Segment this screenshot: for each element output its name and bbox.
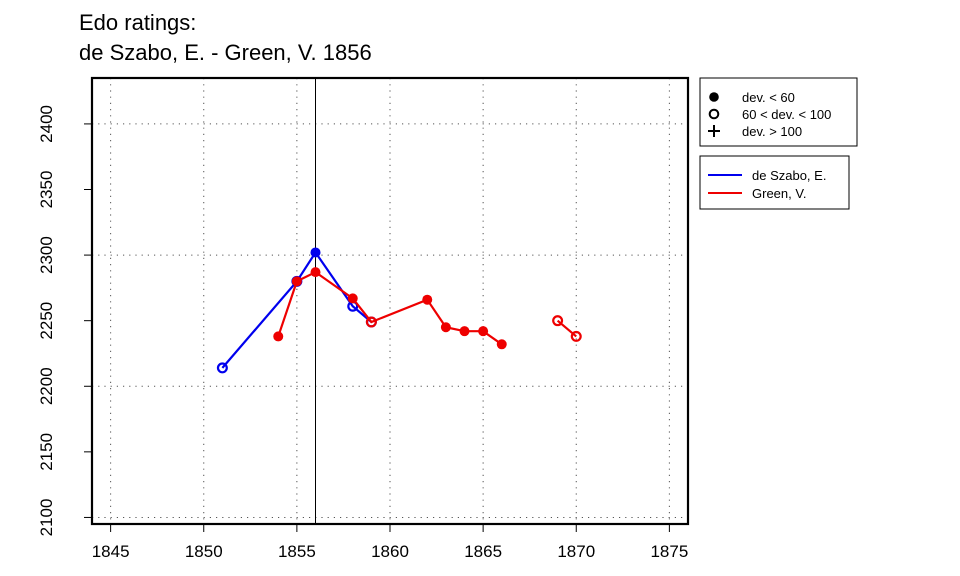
marker-legend-box (699, 77, 858, 147)
data-point (216, 362, 228, 374)
y-tick-label: 2100 (37, 499, 56, 537)
legend-marker-label: dev. < 60 (742, 90, 795, 105)
y-tick-label: 2250 (37, 302, 56, 340)
legend-series-label: Green, V. (752, 186, 806, 201)
legend-filled-circle-icon (709, 92, 719, 102)
series-0 (216, 247, 377, 374)
data-point (273, 331, 284, 342)
x-tick-label: 1855 (278, 542, 316, 561)
data-point (440, 322, 451, 333)
series-line (277, 270, 503, 346)
y-tick-label: 2200 (37, 367, 56, 405)
data-point (478, 326, 489, 337)
x-tick-label: 1845 (92, 542, 130, 561)
y-tick-label: 2300 (37, 236, 56, 274)
x-tick-label: 1875 (650, 542, 688, 561)
series-legend: de Szabo, E. Green, V. (699, 155, 850, 210)
grid (92, 78, 688, 524)
data-point (552, 315, 564, 327)
data-point (570, 330, 582, 342)
data-point (459, 326, 470, 337)
chart-subtitle: de Szabo, E. - Green, V. 1856 (79, 40, 372, 65)
legend-open-circle-icon (708, 108, 720, 120)
data-point (310, 267, 321, 278)
data-point (347, 293, 358, 304)
series-1 (273, 267, 582, 350)
data-point (291, 276, 302, 287)
data-point (496, 339, 507, 350)
plot-frame (90, 76, 690, 526)
y-tick-label: 2350 (37, 171, 56, 209)
y-tick-label: 2400 (37, 105, 56, 143)
data-point (422, 294, 433, 305)
data-point (310, 247, 321, 258)
series-legend-box (699, 155, 850, 210)
x-tick-label: 1850 (185, 542, 223, 561)
legend-marker-label: dev. > 100 (742, 124, 802, 139)
marker-legend: dev. < 60 60 < dev. < 100 dev. > 100 (699, 77, 858, 147)
legend-plus-icon (708, 125, 720, 137)
axes: 1845 1850 1855 1860 1865 1870 1875 2100 2150 2200… (37, 78, 688, 561)
series-layer (216, 247, 582, 374)
y-tick-label: 2150 (37, 433, 56, 471)
legend-series-label: de Szabo, E. (752, 168, 826, 183)
chart-title: Edo ratings: (79, 10, 197, 35)
legend-marker-label: 60 < dev. < 100 (742, 107, 831, 122)
data-point (365, 316, 377, 328)
x-tick-label: 1870 (557, 542, 595, 561)
x-tick-label: 1865 (464, 542, 502, 561)
x-tick-label: 1860 (371, 542, 409, 561)
